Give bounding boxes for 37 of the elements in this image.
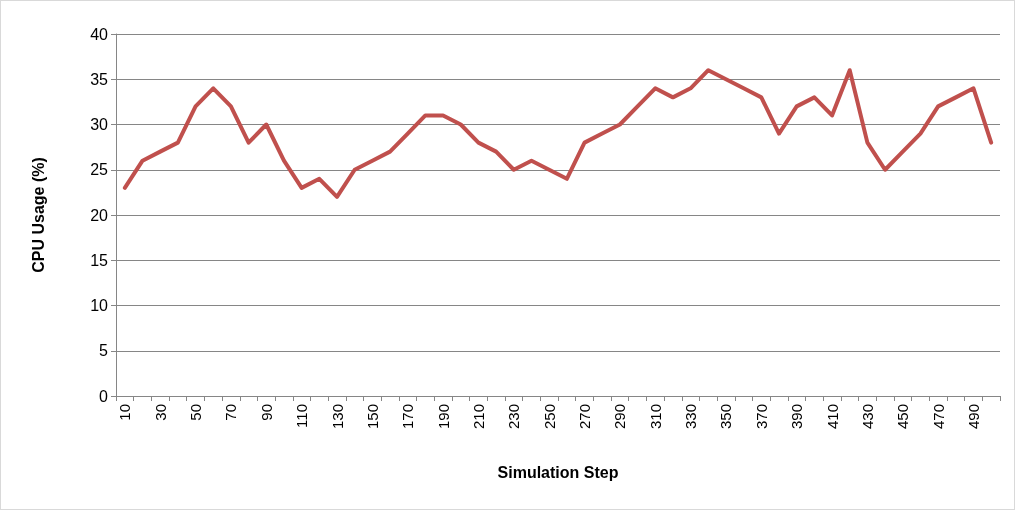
x-tick-label: 210	[469, 404, 487, 430]
y-tick-label: 30	[90, 116, 109, 133]
x-tick-label: 230	[505, 404, 523, 430]
x-tick-label: 330	[682, 404, 700, 430]
x-tick-label: 350	[717, 404, 735, 430]
x-tick-label: 130	[328, 404, 346, 430]
x-tick-label: 450	[894, 404, 912, 430]
x-tick-label: 370	[752, 404, 770, 430]
x-tick-label: 190	[434, 404, 452, 430]
x-tick-label: 410	[823, 404, 841, 430]
y-tick-label: 25	[90, 161, 109, 179]
y-tick-label: 5	[99, 342, 109, 360]
x-tick-label: 310	[646, 404, 664, 430]
x-tick-label: 250	[540, 404, 558, 430]
y-axis-title: CPU Usage (%)	[29, 157, 47, 273]
x-tick-label: 290	[611, 404, 629, 430]
x-tick-label: 490	[964, 404, 982, 430]
x-tick-label: 470	[929, 404, 947, 430]
x-tick-label: 110	[293, 404, 311, 428]
x-axis-title: Simulation Step	[497, 463, 619, 481]
x-tick-label: 70	[222, 404, 240, 421]
x-tick-label: 150	[363, 404, 381, 430]
y-tick-label: 40	[90, 25, 109, 43]
x-tick-label: 430	[858, 404, 876, 430]
x-tick-label: 390	[788, 404, 806, 430]
y-tick-label: 0	[99, 387, 109, 405]
y-tick-label: 20	[90, 206, 109, 224]
y-tick-label: 10	[90, 297, 109, 314]
line-series	[122, 68, 994, 199]
x-tick-label: 170	[399, 404, 417, 430]
y-tick-label: 35	[90, 70, 109, 88]
x-tick-label: 10	[116, 404, 134, 421]
x-tick-label: 270	[576, 404, 594, 430]
x-tick-label: 90	[257, 404, 275, 421]
y-tick-label: 15	[90, 251, 109, 269]
x-tick-label: 30	[151, 404, 169, 421]
x-tick-label: 50	[187, 404, 205, 421]
